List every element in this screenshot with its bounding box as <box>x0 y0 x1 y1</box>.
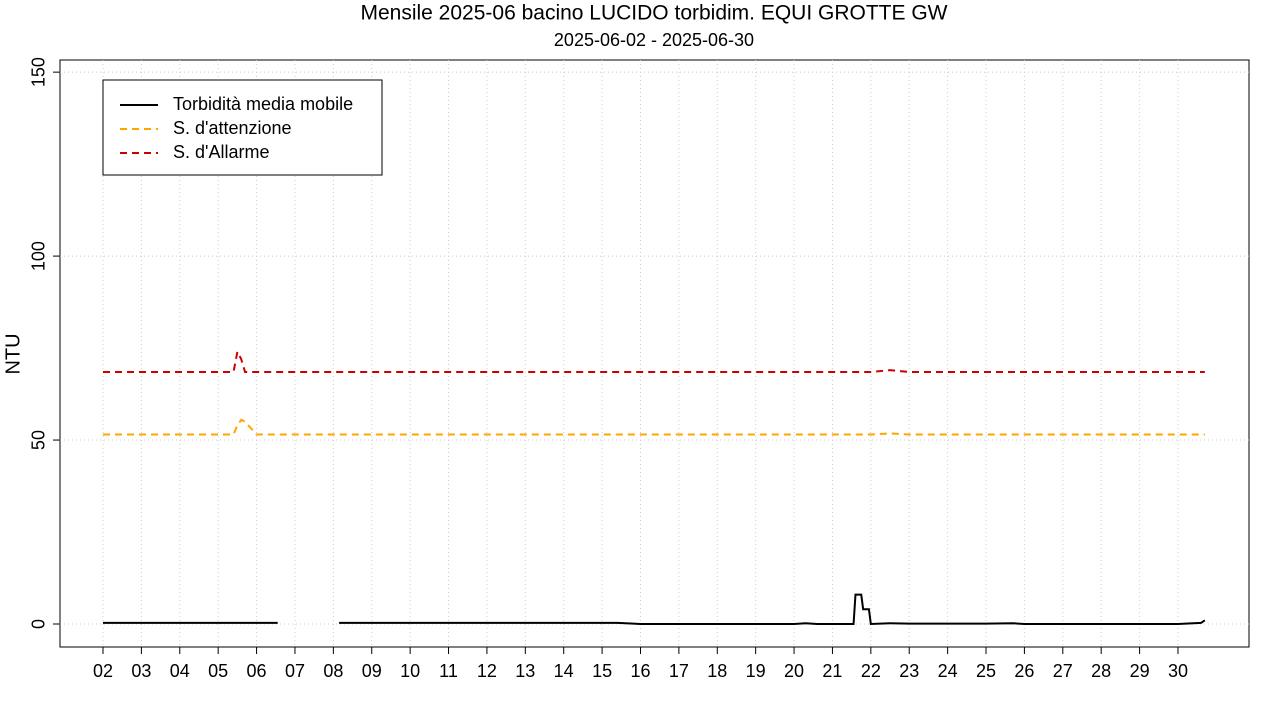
y-tick-label: 50 <box>29 430 49 450</box>
x-tick-label: 08 <box>323 661 343 681</box>
data-line <box>103 418 1205 436</box>
x-tick-label: 02 <box>93 661 113 681</box>
x-tick-label: 18 <box>707 661 727 681</box>
x-tick-label: 15 <box>592 661 612 681</box>
x-tick-label: 07 <box>285 661 305 681</box>
y-tick-label: 0 <box>29 619 49 629</box>
x-tick-label: 06 <box>247 661 267 681</box>
x-tick-label: 11 <box>439 661 458 681</box>
x-tick-label: 25 <box>976 661 996 681</box>
x-tick-label: 17 <box>669 661 689 681</box>
x-tick-label: 29 <box>1130 661 1150 681</box>
x-tick-label: 30 <box>1168 661 1188 681</box>
x-tick-label: 23 <box>899 661 919 681</box>
x-tick-label: 04 <box>170 661 190 681</box>
x-tick-label: 26 <box>1014 661 1034 681</box>
y-axis-label: NTU <box>2 333 24 374</box>
x-tick-label: 20 <box>784 661 804 681</box>
legend-label: S. d'attenzione <box>173 118 292 138</box>
x-tick-label: 14 <box>554 661 574 681</box>
x-tick-label: 16 <box>630 661 650 681</box>
y-tick-label: 150 <box>29 57 49 87</box>
x-tick-label: 09 <box>362 661 382 681</box>
x-tick-label: 10 <box>400 661 420 681</box>
y-tick-label: 100 <box>29 241 49 271</box>
data-line <box>103 593 1206 626</box>
legend-box <box>102 79 383 176</box>
legend-label: S. d'Allarme <box>173 142 269 162</box>
x-tick-label: 28 <box>1091 661 1111 681</box>
chart-title: Mensile 2025-06 bacino LUCIDO torbidim. … <box>360 2 947 25</box>
legend-label: Torbidità media mobile <box>173 94 353 114</box>
x-tick-label: 05 <box>208 661 228 681</box>
x-tick-label: 22 <box>861 661 881 681</box>
plot-area <box>59 59 1250 648</box>
chart-subtitle: 2025-06-02 - 2025-06-30 <box>554 30 754 50</box>
x-tick-label: 24 <box>938 661 958 681</box>
x-tick-label: 27 <box>1053 661 1073 681</box>
x-tick-label: 21 <box>822 661 842 681</box>
x-tick-label: 03 <box>131 661 151 681</box>
data-line <box>103 348 1205 373</box>
x-tick-label: 12 <box>477 661 497 681</box>
x-tick-label: 19 <box>746 661 766 681</box>
x-tick-label: 13 <box>515 661 535 681</box>
